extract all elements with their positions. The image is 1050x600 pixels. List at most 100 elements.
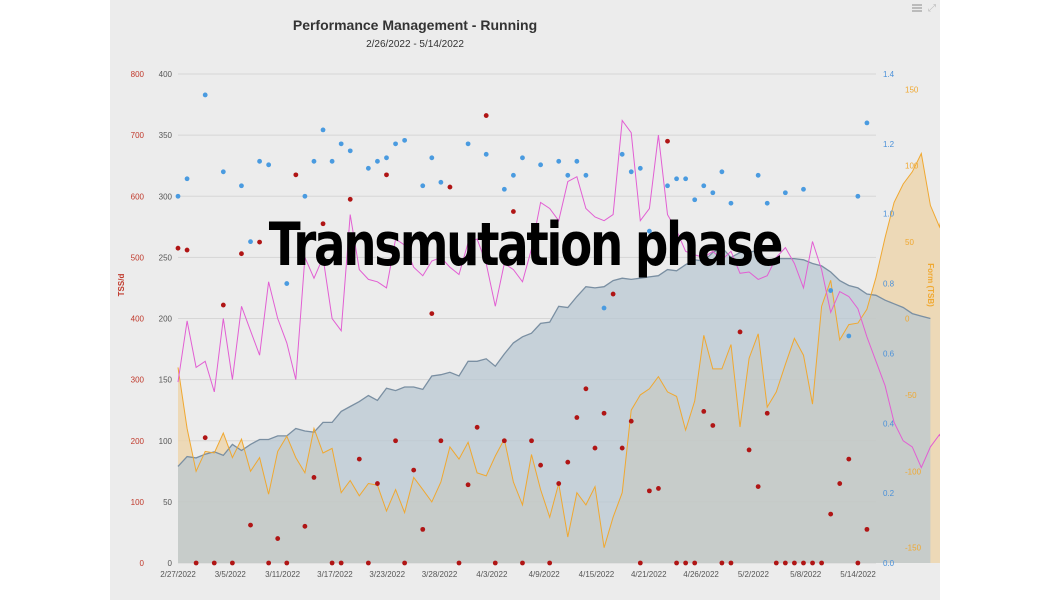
ctl-tick-label: 300 xyxy=(159,192,173,201)
if-point xyxy=(520,155,525,161)
if-point xyxy=(329,158,335,164)
tss-point xyxy=(193,560,199,566)
tss-point xyxy=(782,560,788,566)
form-tick-label: -50 xyxy=(905,391,917,400)
ctl-tick-label: 250 xyxy=(159,253,173,262)
tss-point xyxy=(683,560,689,566)
if-tick-label: 0.6 xyxy=(883,349,895,358)
tss-point xyxy=(248,522,253,528)
tss-point xyxy=(347,196,353,202)
tss-point xyxy=(646,488,652,494)
x-tick-label: 5/14/2022 xyxy=(840,570,876,579)
dots xyxy=(175,92,870,566)
tss-point xyxy=(411,467,417,473)
if-point xyxy=(202,92,208,98)
if-point xyxy=(384,155,389,161)
tss-point xyxy=(556,481,562,486)
tss-point xyxy=(220,302,226,308)
x-tick-label: 3/28/2022 xyxy=(422,570,458,579)
if-point xyxy=(574,158,580,164)
tss-tick-label: 600 xyxy=(131,192,145,201)
tss-point xyxy=(293,172,299,178)
tss-point xyxy=(529,438,534,444)
tss-point xyxy=(773,560,779,566)
if-point xyxy=(646,228,652,234)
chart-title: Performance Management - Running xyxy=(293,17,537,33)
tss-point xyxy=(737,329,743,335)
tss-tick-label: 300 xyxy=(131,376,145,385)
expand-icon[interactable]: ⤢ xyxy=(928,3,936,14)
tss-point xyxy=(202,435,208,441)
if-point xyxy=(220,169,226,175)
tss-point xyxy=(284,560,290,566)
tss-axis-title: TSS/d xyxy=(117,274,126,297)
tss-tick-label: 100 xyxy=(131,498,145,507)
if-point xyxy=(764,200,770,206)
if-point xyxy=(248,239,253,245)
tss-point xyxy=(511,209,516,214)
ramp-line xyxy=(177,119,940,469)
tss-point xyxy=(184,247,190,253)
tss-point xyxy=(565,459,571,465)
tss-point xyxy=(583,386,589,392)
if-point xyxy=(420,183,426,189)
ctl-tick-label: 0 xyxy=(168,559,173,568)
if-point xyxy=(347,148,353,154)
tss-point xyxy=(402,560,408,566)
tss-tick-label: 700 xyxy=(131,131,145,140)
tss-point xyxy=(619,445,625,451)
ctl-tick-label: 150 xyxy=(159,376,173,385)
if-tick-label: 1.0 xyxy=(883,210,895,219)
x-tick-label: 3/17/2022 xyxy=(317,570,353,579)
if-point xyxy=(538,162,543,168)
if-point xyxy=(846,333,852,339)
tss-point xyxy=(302,523,308,529)
tss-point xyxy=(474,424,480,430)
if-point xyxy=(402,137,408,143)
if-point xyxy=(828,288,834,293)
tss-tick-label: 400 xyxy=(131,315,145,324)
form-axis-title: Form (TSB) xyxy=(926,263,935,307)
if-point xyxy=(320,127,326,133)
form-tick-label: -150 xyxy=(905,544,922,553)
tss-point xyxy=(710,423,716,428)
ctl-tick-label: 350 xyxy=(159,131,173,140)
tss-point xyxy=(465,482,471,488)
if-point xyxy=(855,193,861,199)
tss-point xyxy=(764,410,770,416)
tss-point xyxy=(483,113,489,118)
if-point xyxy=(683,176,689,182)
if-point xyxy=(710,190,716,196)
if-point xyxy=(465,141,471,147)
tss-point xyxy=(628,418,634,424)
x-tick-label: 4/21/2022 xyxy=(631,570,667,579)
tss-point xyxy=(746,447,752,453)
tss-tick-label: 200 xyxy=(131,437,145,446)
hamburger-menu-icon[interactable] xyxy=(912,4,922,12)
tss-point xyxy=(701,409,707,414)
if-point xyxy=(864,120,870,126)
tss-point xyxy=(211,560,217,566)
ctl-tick-label: 400 xyxy=(159,70,173,79)
if-point xyxy=(302,193,308,199)
if-point xyxy=(184,176,190,182)
if-point xyxy=(728,200,734,206)
if-point xyxy=(501,186,507,192)
tss-point xyxy=(601,410,607,416)
form-tick-label: 150 xyxy=(905,85,919,94)
tss-point xyxy=(837,481,843,486)
tss-point xyxy=(438,438,444,444)
tss-point xyxy=(547,560,553,566)
tss-point xyxy=(429,311,435,317)
if-point xyxy=(665,183,670,189)
if-point xyxy=(556,158,562,164)
tss-point xyxy=(501,438,507,444)
tss-point xyxy=(855,560,861,566)
tss-point xyxy=(356,456,362,462)
tss-point xyxy=(329,560,335,566)
if-point xyxy=(801,186,806,192)
form-tick-label: -100 xyxy=(905,467,922,476)
if-point xyxy=(239,183,244,189)
tss-point xyxy=(375,481,380,486)
ctl-area xyxy=(178,247,931,563)
